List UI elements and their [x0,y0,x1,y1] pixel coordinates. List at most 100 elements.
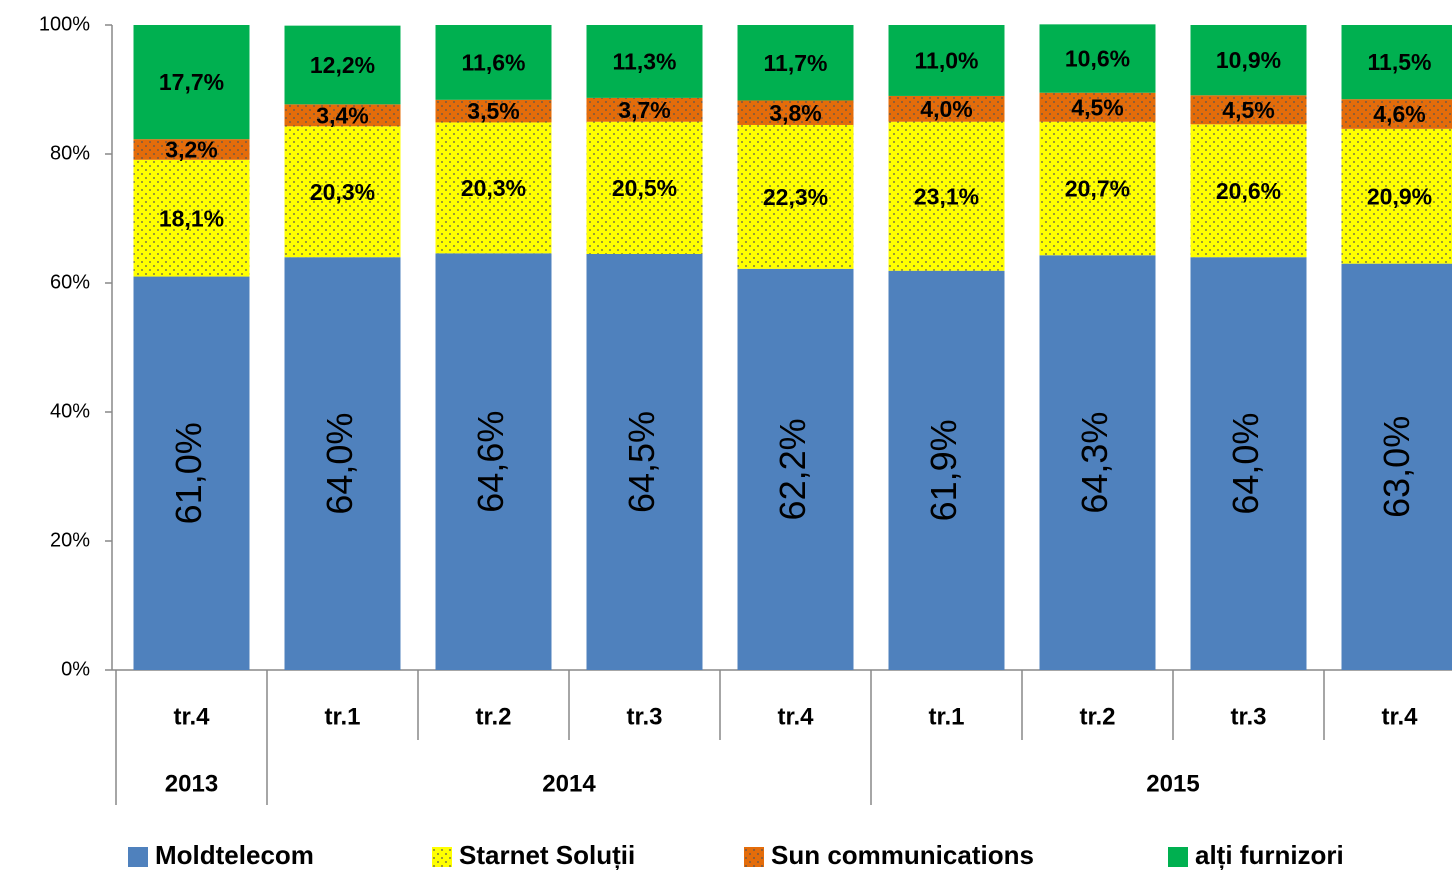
bar-segment-group [586,253,703,670]
bar-segment [1341,263,1452,670]
bar-segment [1190,257,1307,670]
bar-segment-group [1341,263,1452,670]
legend-swatch [128,847,148,867]
bar-segment-group [1341,99,1452,129]
bar-pattern [1039,121,1156,256]
bar-segment-group [435,122,552,254]
bar-pattern [586,121,703,254]
bar-segment-group [1341,25,1452,100]
bar-segment-group [1039,24,1156,93]
bar-segment [888,270,1005,670]
y-tick-label: 20% [50,529,90,551]
data-label: 11,5% [1368,49,1432,75]
x-tick-label: tr.1 [928,703,964,730]
bar-segment-group [1190,124,1307,258]
x-tick-label: tr.2 [475,703,511,730]
bar-segment-group [133,159,250,277]
bar-segment [888,25,1005,96]
data-label: 61,9% [923,419,964,521]
data-label: 61,0% [168,422,209,524]
year-label: 2013 [165,770,218,797]
bar-segment-group [888,270,1005,670]
data-label: 20,3% [310,179,375,205]
bar-pattern [888,95,1005,122]
bar-pattern [1039,92,1156,122]
bar-segment-group [888,121,1005,271]
data-label: 22,3% [763,184,828,210]
data-label: 64,0% [319,413,360,515]
data-label: 62,2% [772,418,813,520]
bar-segment-group [435,99,552,123]
x-tick-label: tr.4 [777,703,814,730]
bar-segment-group [1039,92,1156,122]
bar-segment-group [1039,255,1156,670]
data-label: 10,9% [1216,47,1281,73]
bar-segment-group [435,253,552,670]
bar-pattern [435,99,552,123]
bar-pattern [284,104,401,127]
bar-segment [586,25,703,98]
data-label: 64,0% [1225,413,1266,515]
bar-segment [737,25,854,101]
bar-segment-group [1190,95,1307,125]
data-label: 10,6% [1065,46,1130,72]
data-label: 63,0% [1376,416,1417,518]
y-tick-label: 40% [50,400,90,422]
bar-pattern [737,124,854,269]
data-label: 11,7% [764,50,828,76]
x-tick-label: tr.4 [1381,703,1418,730]
y-tick-label: 60% [50,271,90,293]
bar-segment-group [284,104,401,127]
legend-label: Moldtelecom [155,840,314,870]
bar-segment-group [737,100,854,125]
x-tick-label: tr.4 [173,703,210,730]
bar-pattern [586,97,703,122]
bar-segment [435,25,552,100]
bar-pattern [133,159,250,277]
data-label: 17,7% [159,69,224,95]
legend-pattern [744,847,764,867]
legend-label: Starnet Soluții [459,840,635,870]
data-label: 20,6% [1216,178,1281,204]
data-label: 18,1% [159,205,224,231]
bar-segment-group [586,25,703,98]
legend-pattern [432,847,452,867]
data-label: 20,3% [461,175,526,201]
bar-segment-group [888,95,1005,122]
legend-label: alți furnizori [1195,840,1344,870]
data-label: 3,8% [769,100,821,126]
y-tick-label: 80% [50,142,90,164]
bar-pattern [1190,95,1307,125]
bar-segment [1039,255,1156,670]
data-label: 20,5% [612,175,677,201]
bar-pattern [1341,99,1452,129]
bar-segment [1190,25,1307,96]
bar-segment [133,276,250,670]
bar-segment-group [888,25,1005,96]
data-label: 4,0% [920,96,972,122]
data-label: 20,7% [1065,176,1130,202]
bar-segment-group [586,121,703,254]
bar-pattern [1190,124,1307,258]
bar-segment [133,25,250,140]
data-label: 12,2% [310,52,375,78]
bar-segment-group [586,97,703,122]
legend-swatch [1168,847,1188,867]
data-label: 3,5% [467,98,519,124]
data-label: 64,3% [1074,412,1115,514]
bar-segment [1341,25,1452,100]
x-tick-label: tr.1 [324,703,360,730]
data-label: 3,4% [316,102,368,128]
bar-pattern [133,139,250,160]
data-label: 23,1% [914,183,979,209]
data-label: 4,5% [1222,97,1274,123]
data-label: 11,0% [915,48,979,74]
data-label: 4,5% [1071,94,1123,120]
y-tick-label: 100% [39,13,90,35]
bar-segment-group [737,25,854,101]
data-label: 20,9% [1367,183,1432,209]
y-tick-label: 0% [61,658,90,680]
bar-segment-group [284,257,401,670]
bar-segment-group [1341,128,1452,264]
bar-segment-group [284,25,401,105]
